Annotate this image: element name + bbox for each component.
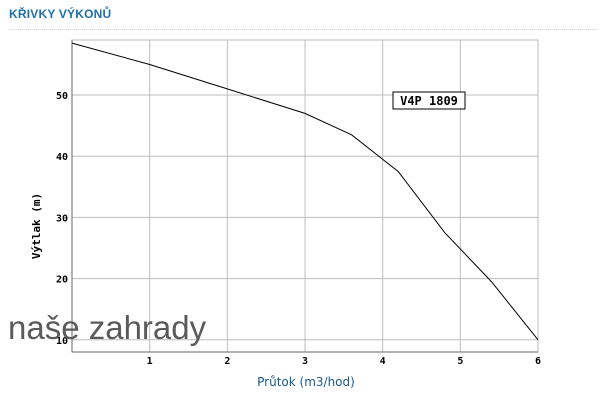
- x-axis-label: Průtok (m3/hod): [257, 375, 355, 389]
- series-label-box: V4P 1809: [392, 91, 466, 110]
- x-tick-label: 2: [224, 356, 230, 367]
- x-tick-label: 5: [457, 356, 463, 367]
- chart-tick-labels: 1 2 3 4 5 6 10 20 30 40 50: [56, 91, 541, 367]
- y-axis-label: Výtlak (m): [30, 193, 43, 259]
- y-tick-label: 40: [56, 152, 68, 163]
- y-tick-label: 50: [56, 91, 68, 102]
- y-tick-label: 20: [56, 275, 68, 286]
- x-tick-label: 4: [380, 356, 386, 367]
- section-title: KŘIVKY VÝKONŮ: [9, 7, 112, 21]
- chart-axes: [71, 40, 538, 353]
- chart-series: [71, 42, 539, 341]
- y-tick-label: 10: [56, 336, 68, 347]
- chart-grid: [71, 39, 539, 353]
- y-tick-label: 30: [56, 213, 68, 224]
- x-tick-label: 6: [535, 356, 541, 367]
- title-divider: [9, 29, 597, 30]
- series-label: V4P 1809: [400, 94, 458, 108]
- series-line: [71, 42, 539, 341]
- watermark-text: naše zahrady: [8, 309, 207, 346]
- x-tick-label: 1: [147, 356, 153, 367]
- x-tick-label: 3: [302, 356, 308, 367]
